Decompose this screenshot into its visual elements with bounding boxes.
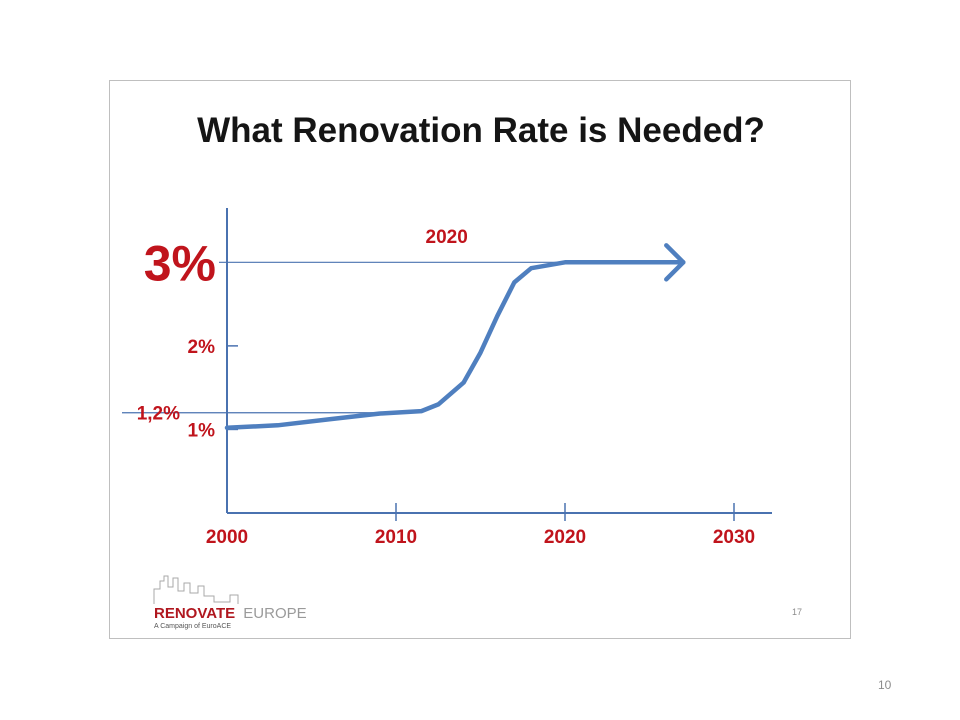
logo-word-renovate: RENOVATE (154, 605, 235, 622)
x-tick-label: 2030 (713, 527, 755, 548)
inner-page-number: 17 (792, 607, 802, 617)
logo-tagline: A Campaign of EuroACE (154, 623, 231, 630)
y-tick-label: 2% (188, 337, 216, 358)
annotation-label: 2020 (426, 227, 468, 248)
x-tick-label: 2010 (375, 527, 417, 548)
city-skyline-icon (153, 575, 239, 604)
reference-lines (122, 261, 570, 414)
labels: 2000 2010 2020 2030 1% 2% 3% 1,2% 2020 (137, 227, 755, 548)
chart-plot: 2000 2010 2020 2030 1% 2% 3% 1,2% 2020 RENOVATE … (122, 208, 802, 630)
x-tick-label: 2020 (544, 527, 586, 548)
x-tick-label: 2000 (206, 527, 248, 548)
slide-image: What Renovation Rate is Needed? 2000 2010… (109, 80, 851, 639)
svg-text:RENOVATE EUROPE: RENOVATE EUROPE (154, 605, 307, 622)
logo-word-europe: EUROPE (243, 605, 306, 622)
chart-title: What Renovation Rate is Needed? (197, 111, 765, 150)
arrow-head-icon (664, 243, 686, 282)
page-number: 10 (878, 678, 892, 692)
reference-line-label: 3% (144, 235, 216, 291)
reference-line-label: 1,2% (137, 404, 180, 425)
series-layer (224, 243, 686, 431)
axes (226, 208, 772, 521)
series-line (224, 260, 686, 431)
y-tick-label: 1% (188, 420, 216, 441)
renovate-europe-logo: RENOVATE EUROPE A Campaign of EuroACE (153, 575, 307, 630)
